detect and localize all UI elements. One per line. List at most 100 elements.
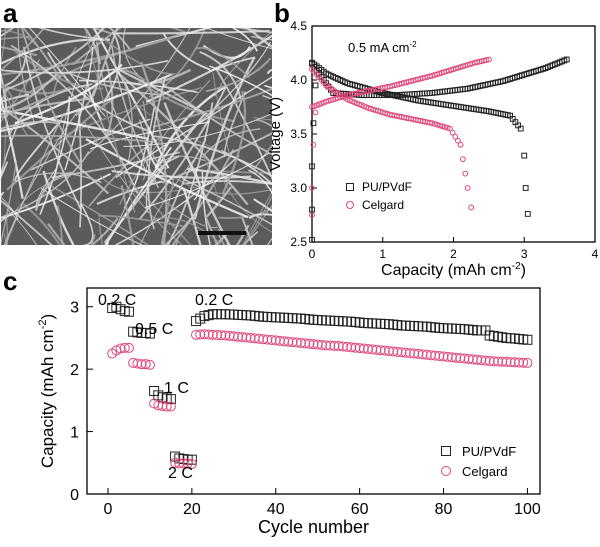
data-point-b	[464, 61, 471, 68]
data-point-b	[311, 69, 318, 75]
sem-fiber	[194, 47, 250, 78]
sem-fiber	[83, 28, 102, 65]
data-point-b	[316, 74, 322, 81]
data-point-c	[484, 356, 495, 367]
data-point-c	[346, 316, 357, 327]
data-point-b	[401, 79, 407, 86]
rate-annotation-b: 0.5 mA cm-2	[348, 40, 417, 55]
data-point-b	[311, 64, 318, 70]
data-point-b	[335, 95, 341, 101]
sem-fiber	[248, 213, 272, 220]
sem-fiber	[209, 65, 272, 97]
data-point-b	[449, 129, 456, 136]
data-point-b	[323, 70, 330, 77]
data-point-b	[358, 89, 365, 96]
data-point-b	[382, 90, 389, 97]
data-point-b	[474, 59, 480, 66]
data-point-c	[199, 311, 210, 322]
data-point-b	[429, 90, 436, 96]
data-point-b	[497, 110, 504, 117]
data-point-b	[320, 99, 327, 106]
panel-c-label: c	[3, 266, 18, 296]
data-point-c	[514, 357, 525, 368]
data-point-c	[195, 329, 206, 340]
sem-fiber	[231, 28, 258, 52]
series-pu-pvdf-b	[309, 56, 570, 243]
data-point-b	[442, 124, 448, 130]
sem-fiber	[114, 30, 270, 35]
data-point-b	[439, 88, 446, 95]
data-point-b	[425, 99, 432, 105]
data-point-b	[402, 94, 409, 101]
data-point-b	[443, 68, 450, 75]
data-point-b	[457, 141, 464, 148]
data-point-c	[140, 327, 151, 338]
data-point-b	[313, 67, 320, 74]
data-point-b	[431, 89, 438, 96]
data-point-b	[454, 86, 461, 93]
data-point-c	[157, 400, 168, 411]
data-point-c	[165, 401, 176, 412]
data-point-b	[309, 163, 315, 170]
data-point-b	[368, 92, 375, 99]
sem-fiber	[145, 155, 180, 213]
data-point-c	[270, 312, 281, 323]
data-point-c	[467, 325, 478, 336]
data-point-b	[411, 91, 418, 97]
sem-fiber	[105, 164, 143, 245]
data-point-b	[353, 90, 360, 97]
data-point-b	[337, 94, 344, 101]
y-tick-label-c: 3	[70, 300, 79, 317]
rate-label-c: 1 C	[164, 380, 189, 397]
sem-fiber	[35, 166, 58, 207]
sem-fiber	[84, 28, 136, 213]
data-point-b	[370, 106, 377, 113]
data-point-b	[344, 92, 351, 99]
data-point-b	[342, 79, 348, 86]
data-point-c	[438, 323, 449, 334]
sem-fiber	[51, 185, 150, 245]
sem-fiber	[251, 35, 272, 41]
data-point-b	[395, 93, 401, 100]
scale-bar	[198, 231, 246, 235]
data-point-c	[421, 349, 432, 360]
data-point-b	[452, 87, 458, 94]
data-point-c	[514, 333, 525, 344]
data-point-c	[295, 337, 306, 348]
y-tick-label-b: 4.5	[290, 19, 307, 33]
sem-fiber	[1, 215, 9, 222]
y-tick-label-b: 3.0	[290, 181, 307, 195]
plot-frame-b	[311, 25, 596, 243]
data-point-b	[471, 59, 478, 66]
data-point-c	[186, 454, 197, 465]
data-point-b	[377, 108, 384, 115]
sem-fiber	[14, 63, 123, 125]
data-point-b	[372, 86, 379, 93]
sem-fiber	[242, 191, 272, 245]
y-tick-label-b: 2.5	[290, 235, 307, 249]
data-point-b	[410, 96, 416, 103]
data-point-c	[224, 330, 235, 341]
data-point-c	[203, 329, 214, 340]
data-point-c	[434, 322, 445, 333]
data-point-b	[455, 64, 462, 71]
data-point-b	[332, 74, 339, 81]
legend-label-b: Celgard	[362, 198, 404, 212]
data-point-c	[258, 334, 269, 345]
data-point-c	[312, 315, 323, 326]
data-point-c	[115, 343, 126, 354]
data-point-c	[518, 357, 529, 368]
data-point-c	[144, 359, 155, 370]
sem-fiber	[162, 33, 211, 71]
data-point-b	[476, 58, 483, 65]
data-point-b	[396, 113, 403, 120]
data-point-b	[419, 90, 426, 97]
data-point-c	[128, 357, 139, 368]
data-point-b	[332, 88, 339, 95]
data-point-b	[391, 92, 398, 99]
data-point-c	[333, 316, 344, 327]
data-point-b	[391, 82, 398, 89]
data-point-c	[304, 314, 315, 325]
data-point-b	[479, 82, 486, 89]
data-point-b	[381, 92, 388, 99]
